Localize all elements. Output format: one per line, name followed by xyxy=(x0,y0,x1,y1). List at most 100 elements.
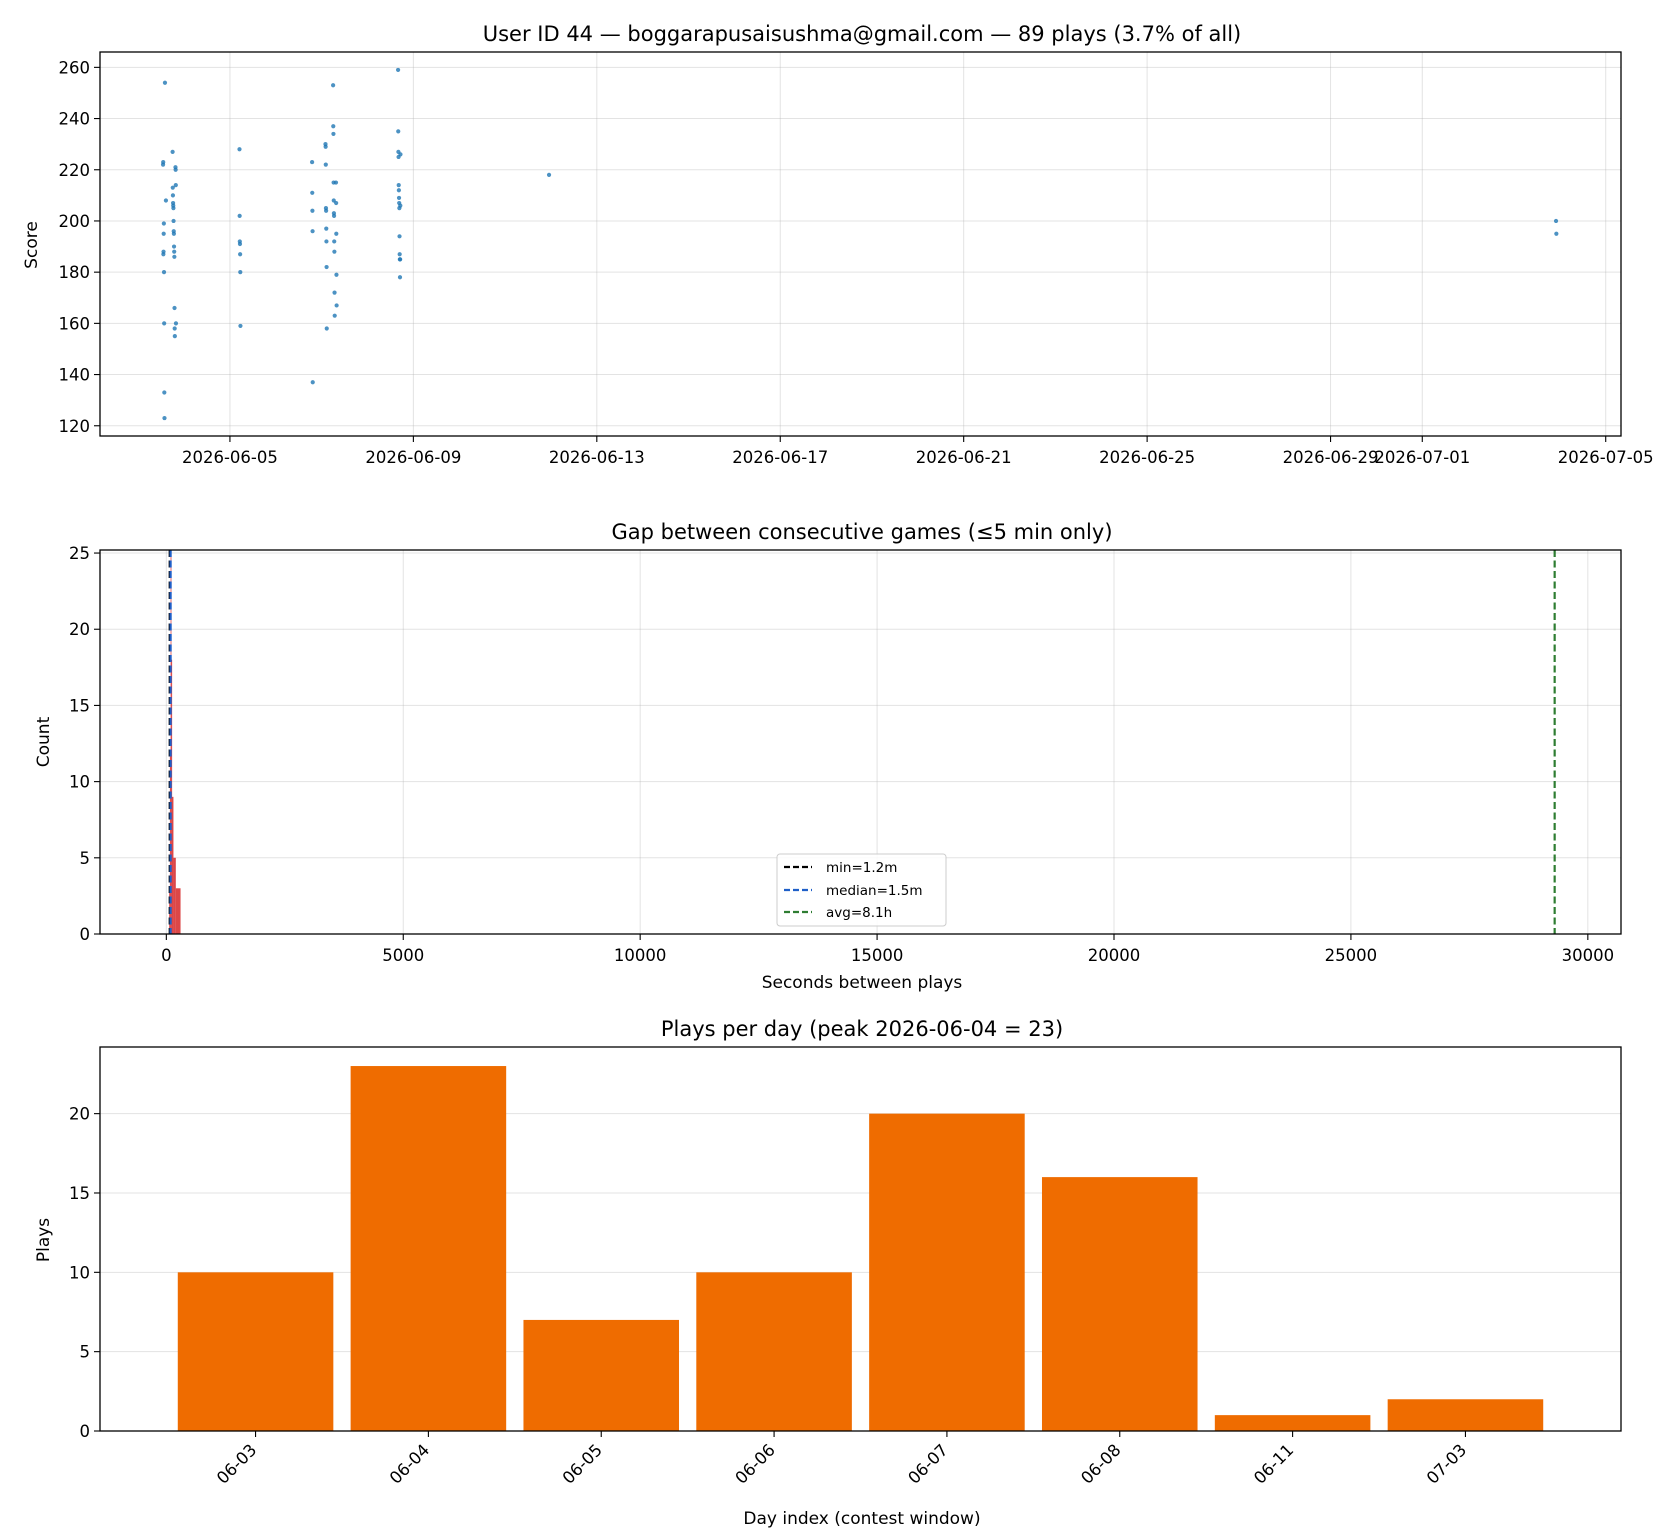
bar xyxy=(177,1272,334,1431)
scatter-point xyxy=(324,326,329,331)
plays-per-day-panel: Plays per day (peak 2026-06-04 = 23) 06-… xyxy=(34,1017,1622,1529)
scatter-point xyxy=(395,67,401,73)
histogram-stat-lines xyxy=(168,550,1556,934)
histogram-y-tick-label: 20 xyxy=(69,620,90,639)
bar-y-tick-label: 10 xyxy=(69,1263,90,1282)
histogram-x-tick-label: 15000 xyxy=(851,946,904,965)
scatter-point xyxy=(172,249,177,254)
scatter-title: User ID 44 — boggarapusaisushma@gmail.co… xyxy=(483,22,1242,46)
bar-x-tick-label: 06-11 xyxy=(1250,1440,1297,1487)
gap-histogram-panel: Gap between consecutive games (≤5 min on… xyxy=(34,520,1622,993)
bar-series xyxy=(177,1066,1544,1431)
histogram-y-tick-label: 5 xyxy=(80,849,91,868)
scatter-point xyxy=(161,221,166,226)
scatter-point xyxy=(170,185,175,190)
scatter-x-tick-label: 2026-06-09 xyxy=(365,448,461,467)
scatter-point xyxy=(396,183,401,188)
bar-y-tick-label: 20 xyxy=(69,1105,90,1124)
legend-box xyxy=(776,853,947,927)
scatter-point xyxy=(173,183,178,188)
histogram-y-tick-label: 0 xyxy=(80,925,91,944)
bar-y-tick-label: 5 xyxy=(80,1343,91,1362)
scatter-x-tick-label: 2026-06-17 xyxy=(732,448,828,467)
histogram-bin xyxy=(172,796,174,934)
scatter-point xyxy=(396,129,401,134)
scatter-y-tick-label: 220 xyxy=(59,161,91,180)
histogram-bin xyxy=(173,857,176,934)
scatter-point xyxy=(334,272,339,277)
scatter-point xyxy=(172,326,177,331)
scatter-point xyxy=(332,249,337,254)
scatter-point xyxy=(324,264,329,270)
histogram-legend: min=1.2m median=1.5m avg=8.1h xyxy=(776,853,947,927)
bar xyxy=(1214,1415,1371,1431)
scatter-point xyxy=(397,234,402,239)
scatter-point xyxy=(171,231,176,236)
bar xyxy=(869,1113,1025,1431)
legend-label-avg: avg=8.1h xyxy=(826,905,892,921)
scatter-point xyxy=(161,159,166,165)
scatter-point xyxy=(332,290,337,295)
scatter-point xyxy=(162,80,168,85)
bar xyxy=(696,1272,852,1431)
scatter-point xyxy=(172,334,177,339)
histogram-y-tick-label: 15 xyxy=(69,696,90,715)
bar-y-tick-label: 15 xyxy=(69,1184,90,1203)
scatter-point xyxy=(334,200,339,206)
bar-title: Plays per day (peak 2026-06-04 = 23) xyxy=(661,1017,1063,1041)
scatter-point xyxy=(161,231,166,236)
bar-x-ticks: 06-03 06-04 06-05 06-06 06-07 06-08 06-11 07-03 xyxy=(213,1431,1470,1488)
scatter-x-tick-label: 2026-06-05 xyxy=(182,448,278,467)
scatter-point xyxy=(162,390,167,395)
scatter-axes-frame xyxy=(99,51,1622,437)
scatter-points xyxy=(160,67,1559,421)
scatter-y-tick-label: 200 xyxy=(59,212,91,231)
scatter-y-tick-label: 260 xyxy=(59,58,91,77)
scatter-point xyxy=(334,231,339,236)
scatter-point xyxy=(396,195,402,201)
scatter-panel: User ID 44 — boggarapusaisushma@gmail.co… xyxy=(22,22,1654,467)
scatter-point xyxy=(162,415,167,421)
scatter-point xyxy=(324,226,329,231)
legend-label-median: median=1.5m xyxy=(826,883,923,899)
scatter-y-label: Score xyxy=(22,221,42,269)
histogram-bin xyxy=(169,751,171,934)
histogram-x-tick-label: 30000 xyxy=(1562,946,1615,965)
scatter-point xyxy=(331,131,336,137)
scatter-point xyxy=(238,252,243,257)
legend-label-min: min=1.2m xyxy=(826,860,897,876)
histogram-bin xyxy=(175,888,181,934)
histogram-y-tick-label: 25 xyxy=(69,544,90,563)
scatter-point xyxy=(331,213,337,218)
scatter-x-tick-label: 2026-07-01 xyxy=(1374,448,1470,467)
scatter-x-tick-label: 2026-07-05 xyxy=(1558,448,1654,467)
histogram-axes-frame xyxy=(99,549,1622,935)
scatter-point xyxy=(161,270,167,275)
bar xyxy=(1041,1177,1198,1431)
scatter-point xyxy=(171,218,176,224)
scatter-point xyxy=(323,162,328,167)
scatter-point xyxy=(237,241,243,247)
scatter-point xyxy=(237,147,242,152)
histogram-x-tick-label: 25000 xyxy=(1325,946,1378,965)
bar-x-tick-label: 06-06 xyxy=(732,1440,779,1487)
histogram-x-label: Seconds between plays xyxy=(762,973,963,993)
scatter-point xyxy=(238,270,243,275)
scatter-point xyxy=(397,275,403,280)
scatter-point xyxy=(172,305,177,311)
scatter-point xyxy=(310,229,315,234)
scatter-point xyxy=(397,252,402,257)
bar-x-tick-label: 07-03 xyxy=(1423,1440,1470,1487)
bar-axes-frame xyxy=(99,1046,1622,1432)
histogram-bin xyxy=(171,659,173,934)
scatter-point xyxy=(310,190,315,195)
bar-y-ticks: 0 5 10 15 20 xyxy=(69,1105,100,1441)
scatter-x-tick-label: 2026-06-25 xyxy=(1099,448,1195,467)
scatter-y-ticks: 120 140 160 180 200 220 240 260 xyxy=(59,58,100,436)
scatter-point xyxy=(309,159,315,165)
scatter-point xyxy=(398,257,403,262)
scatter-x-ticks: 2026-06-05 2026-06-09 2026-06-13 2026-06-17… xyxy=(182,436,1654,467)
scatter-point xyxy=(171,244,177,249)
scatter-point xyxy=(324,208,329,213)
bar xyxy=(523,1319,680,1431)
